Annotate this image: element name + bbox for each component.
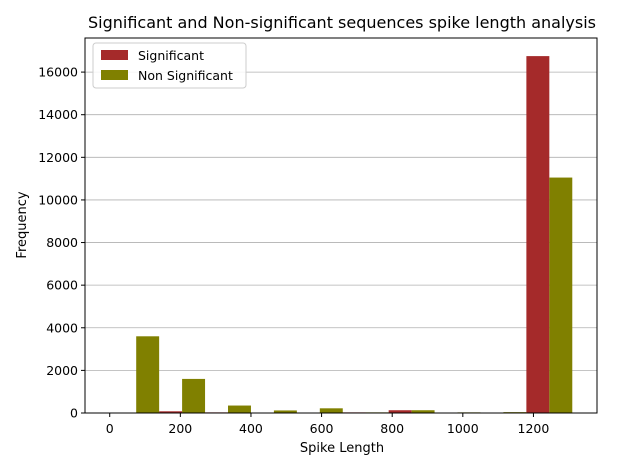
y-tick-label: 16000: [38, 65, 78, 80]
y-tick-label: 14000: [38, 107, 78, 122]
bars: [136, 56, 572, 413]
x-tick-label: 200: [168, 421, 192, 436]
legend: Significant Non Significant: [93, 43, 246, 88]
x-tick-label: 800: [380, 421, 404, 436]
y-axis-label: Frequency: [15, 191, 30, 258]
grid-lines: [85, 72, 597, 413]
x-axis-label: Spike Length: [300, 441, 384, 456]
x-tick-label: 1000: [447, 421, 479, 436]
x-tick-label: 400: [239, 421, 263, 436]
bar-significant: [526, 56, 549, 413]
y-tick-label: 4000: [46, 320, 78, 335]
bar-non-significant: [136, 336, 159, 413]
legend-swatch: [101, 70, 128, 80]
bar-non-significant: [320, 408, 343, 413]
bar-non-significant: [549, 178, 572, 413]
legend-label: Significant: [138, 48, 204, 63]
axes: 0 2000 4000 6000 8000 10000 12000 14000 16000 0 20…: [38, 38, 597, 436]
y-tick-label: 12000: [38, 150, 78, 165]
bar-non-significant: [182, 379, 205, 413]
x-tick-label: 0: [106, 421, 114, 436]
bar-non-significant: [228, 406, 251, 413]
y-tick-label: 10000: [38, 192, 78, 207]
legend-swatch: [101, 50, 128, 60]
plot-frame: [85, 38, 597, 413]
x-tick-label: 600: [310, 421, 334, 436]
y-tick-label: 6000: [46, 278, 78, 293]
x-tick-label: 1200: [518, 421, 550, 436]
legend-label: Non Significant: [138, 68, 233, 83]
y-tick-label: 2000: [46, 363, 78, 378]
y-tick-label: 0: [70, 406, 78, 421]
chart-title: Significant and Non-significant sequence…: [88, 13, 596, 32]
y-tick-label: 8000: [46, 235, 78, 250]
